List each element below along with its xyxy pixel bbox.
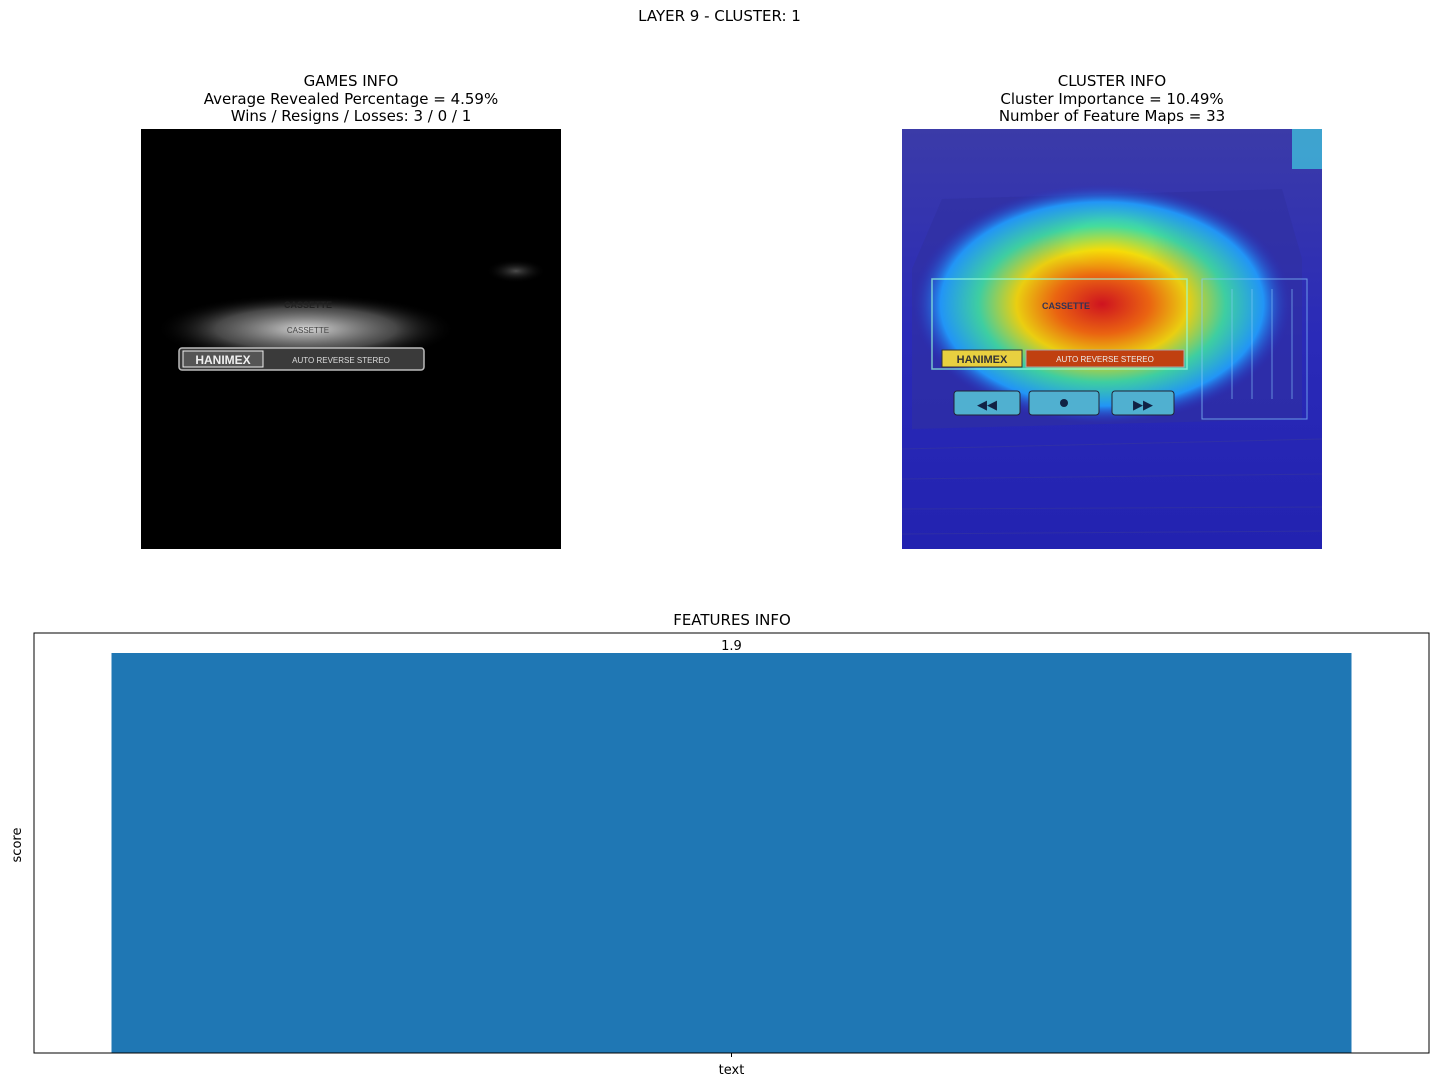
games-info-title-block: GAMES INFO Average Revealed Percentage =… xyxy=(101,72,601,126)
heatmap-overlay-image: HANIMEX AUTO REVERSE STEREO CASSETTE ◀◀ … xyxy=(902,129,1322,549)
games-info-record: Wins / Resigns / Losses: 3 / 0 / 1 xyxy=(230,107,472,125)
cluster-info-title: CLUSTER INFO xyxy=(1057,72,1167,90)
bar-value-label: 1.9 xyxy=(721,639,742,654)
svg-text:CASSETTE: CASSETTE xyxy=(284,300,332,310)
masked-cassette-image: HANIMEX AUTO REVERSE STEREO CASSETTE CAS… xyxy=(141,129,561,549)
svg-text:AUTO REVERSE STEREO: AUTO REVERSE STEREO xyxy=(292,356,390,365)
svg-text:CASSETTE: CASSETTE xyxy=(287,326,329,335)
y-axis-label: score xyxy=(10,828,25,863)
svg-text:AUTO REVERSE STEREO: AUTO REVERSE STEREO xyxy=(1056,355,1154,364)
games-info-title: GAMES INFO xyxy=(303,72,399,90)
bars-layer: 1.9 xyxy=(111,639,1352,1053)
x-ticks-layer: text xyxy=(719,1053,745,1078)
chart-title: FEATURES INFO xyxy=(673,611,791,629)
cluster-info-title-block: CLUSTER INFO Cluster Importance = 10.49%… xyxy=(862,72,1362,126)
cluster-info-importance: Cluster Importance = 10.49% xyxy=(1000,89,1224,108)
svg-text:HANIMEX: HANIMEX xyxy=(195,353,250,367)
heatmap-overlay-drawing: HANIMEX AUTO REVERSE STEREO CASSETTE ◀◀ … xyxy=(902,129,1322,549)
bar-text xyxy=(111,653,1352,1053)
cluster-info-feature-maps: Number of Feature Maps = 33 xyxy=(998,107,1226,125)
svg-text:▶▶: ▶▶ xyxy=(1133,398,1153,413)
svg-text:HANIMEX: HANIMEX xyxy=(957,354,1008,366)
svg-text:◀◀: ◀◀ xyxy=(977,398,997,413)
games-info-revealed: Average Revealed Percentage = 4.59% xyxy=(203,89,499,108)
x-tick-label: text xyxy=(719,1063,745,1078)
figure-suptitle: LAYER 9 - CLUSTER: 1 xyxy=(638,7,801,25)
svg-text:CASSETTE: CASSETTE xyxy=(1042,301,1090,311)
masked-cassette-drawing: HANIMEX AUTO REVERSE STEREO CASSETTE CAS… xyxy=(156,259,546,371)
